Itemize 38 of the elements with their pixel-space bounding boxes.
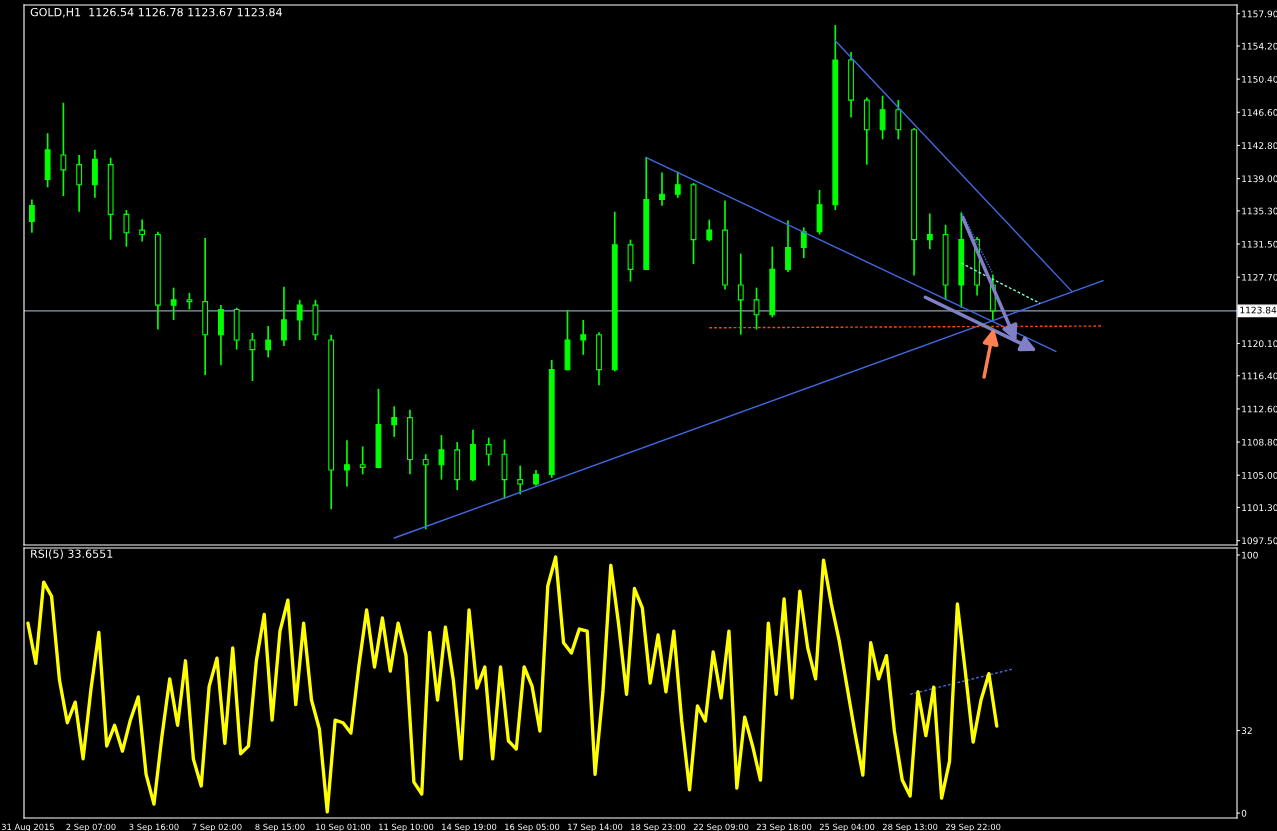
x-tick-label: 16 Sep 05:00	[505, 823, 560, 831]
x-tick-label: 29 Sep 22:00	[945, 823, 1001, 831]
x-tick-label: 10 Sep 01:00	[316, 823, 371, 831]
y-tick-label: 1139.00	[1242, 175, 1277, 183]
y-tick-label: 1154.20	[1242, 42, 1277, 50]
x-tick-label: 25 Sep 04:00	[819, 823, 875, 831]
y-tick-label: 0	[1241, 809, 1247, 817]
x-tick-label: 7 Sep 02:00	[192, 823, 242, 831]
x-tick-label: 17 Sep 14:00	[568, 823, 623, 831]
x-tick-label: 11 Sep 10:00	[379, 823, 434, 831]
y-tick-label: 1108.80	[1242, 438, 1277, 446]
y-tick-label: 1131.50	[1242, 240, 1277, 248]
y-tick-label: 100	[1242, 551, 1258, 559]
x-tick-label: 3 Sep 16:00	[129, 823, 179, 831]
x-tick-label: 14 Sep 19:00	[442, 823, 497, 831]
x-tick-label: 23 Sep 18:00	[756, 823, 812, 831]
y-tick-label: 1112.60	[1242, 405, 1277, 413]
y-tick-label: 1150.40	[1242, 75, 1277, 83]
y-tick-label: 1146.60	[1242, 109, 1277, 116]
y-tick-label: 1135.30	[1242, 207, 1277, 215]
y-tick-label: 1142.80	[1242, 142, 1277, 150]
ref-line-label: 1123.84	[1240, 306, 1277, 314]
y-tick-label: 1105.00	[1242, 471, 1277, 479]
y-tick-label: 1120.10	[1242, 340, 1277, 348]
x-tick-label: 31 Aug 2015	[1, 823, 54, 831]
x-tick-label: 28 Sep 13:00	[882, 823, 938, 831]
x-tick-label: 8 Sep 15:00	[255, 823, 305, 831]
y-tick-label: 1097.50	[1242, 537, 1277, 545]
x-tick-label: 18 Sep 23:00	[631, 823, 686, 831]
y-tick-label: 1157.90	[1242, 10, 1277, 18]
y-tick-label: 32	[1241, 727, 1252, 735]
chart-title: RSI(5) 33.6551	[31, 549, 113, 560]
y-tick-label: 1127.70	[1242, 273, 1277, 281]
x-tick-label: 22 Sep 09:00	[693, 823, 749, 831]
chart-title: GOLD,H1 1126.54 1126.78 1123.67 1123.84	[30, 7, 282, 18]
y-tick-label: 1101.30	[1242, 504, 1277, 512]
y-tick-label: 1116.40	[1242, 372, 1277, 380]
x-tick-label: 2 Sep 07:00	[66, 823, 116, 831]
